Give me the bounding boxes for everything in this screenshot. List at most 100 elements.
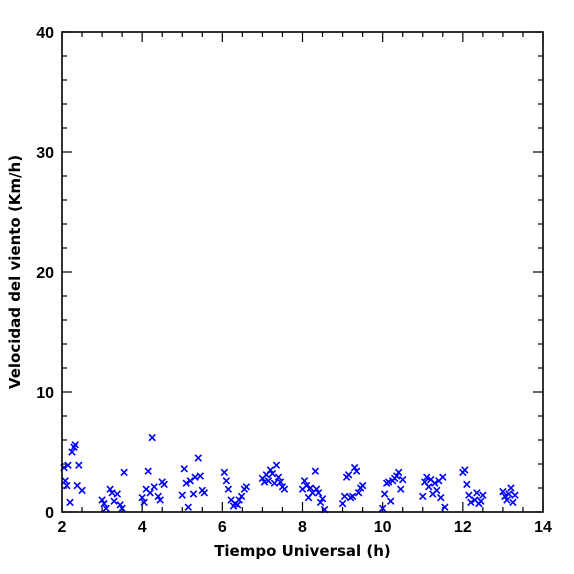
plot-frame (61, 31, 544, 513)
data-point (499, 487, 507, 496)
data-point (358, 481, 367, 490)
data-point (61, 477, 69, 485)
data-point (392, 472, 401, 480)
data-point (311, 467, 320, 475)
data-point (184, 503, 192, 511)
data-point (479, 491, 487, 499)
data-point (75, 461, 83, 469)
data-point (425, 483, 433, 491)
x-tick-label: 10 (374, 519, 392, 536)
data-point (272, 461, 281, 469)
data-point (380, 490, 389, 498)
data-point (274, 473, 283, 481)
data-point (68, 448, 76, 456)
data-point (160, 480, 168, 489)
y-tick-labels: 0 10 20 30 40 (36, 25, 54, 522)
data-point (467, 498, 475, 507)
data-point (431, 479, 439, 487)
data-point (378, 504, 387, 513)
data-point (182, 479, 190, 487)
data-point (501, 492, 509, 501)
data-point (178, 491, 186, 499)
data-point (113, 490, 122, 498)
data-point (191, 473, 199, 481)
data-point (394, 468, 403, 477)
data-point (463, 480, 471, 489)
data-point (461, 466, 469, 474)
data-point (233, 501, 242, 509)
data-point (350, 463, 359, 472)
data-point (98, 496, 106, 504)
data-point (189, 490, 198, 498)
data-point (276, 478, 285, 486)
data-point (348, 492, 357, 501)
data-point (235, 496, 243, 504)
data-point (465, 491, 473, 499)
data-point (71, 441, 79, 449)
data-point (116, 501, 124, 509)
y-tick-label: 0 (45, 505, 54, 522)
data-point (220, 468, 229, 477)
data-point (63, 481, 71, 490)
data-point (118, 504, 126, 513)
data-point (318, 495, 327, 503)
data-point (437, 493, 445, 502)
data-point (270, 479, 279, 487)
data-point (314, 489, 323, 497)
data-point (64, 461, 72, 469)
data-point (338, 499, 347, 508)
data-point (264, 477, 273, 485)
data-point (312, 485, 321, 493)
data-point (146, 489, 154, 497)
data-point (419, 492, 427, 501)
data-point (138, 493, 146, 502)
data-point (477, 497, 485, 505)
data-point (196, 472, 205, 480)
data-points (60, 433, 519, 514)
x-tick-label: 2 (58, 519, 67, 536)
data-point (503, 496, 511, 504)
data-point (200, 489, 209, 497)
data-point (102, 504, 110, 513)
data-point (222, 477, 231, 485)
y-axis-title: Velocidad del viento (Km/h) (6, 155, 24, 389)
x-tick-label: 8 (298, 519, 307, 536)
data-point (268, 469, 277, 478)
data-point (186, 477, 194, 485)
data-point (242, 483, 251, 491)
data-point (100, 499, 108, 508)
data-point (154, 492, 162, 501)
data-point (110, 497, 118, 505)
data-point (439, 473, 447, 481)
data-point (280, 485, 289, 493)
data-point (473, 489, 481, 497)
y-tick-label: 30 (36, 145, 54, 162)
data-point (194, 454, 203, 462)
data-point (316, 498, 325, 507)
data-point (509, 498, 517, 507)
x-tick-label: 12 (454, 519, 472, 536)
data-point (148, 433, 156, 442)
data-point (140, 498, 148, 507)
data-point (300, 477, 309, 485)
data-point (302, 481, 311, 490)
data-point (507, 484, 515, 492)
y-tick-label: 40 (36, 25, 54, 42)
data-point (106, 485, 114, 493)
data-point (237, 492, 246, 501)
data-point (120, 468, 128, 477)
data-point (396, 485, 405, 493)
data-point (505, 490, 513, 498)
data-point (150, 483, 158, 491)
data-point (306, 484, 315, 492)
data-point (340, 492, 349, 501)
data-point (224, 485, 233, 493)
data-point (108, 489, 116, 497)
data-point (352, 467, 361, 475)
y-tick-label: 20 (36, 265, 54, 282)
data-point (386, 497, 395, 505)
data-point (433, 486, 441, 495)
data-point (66, 498, 74, 507)
data-point (398, 475, 407, 484)
